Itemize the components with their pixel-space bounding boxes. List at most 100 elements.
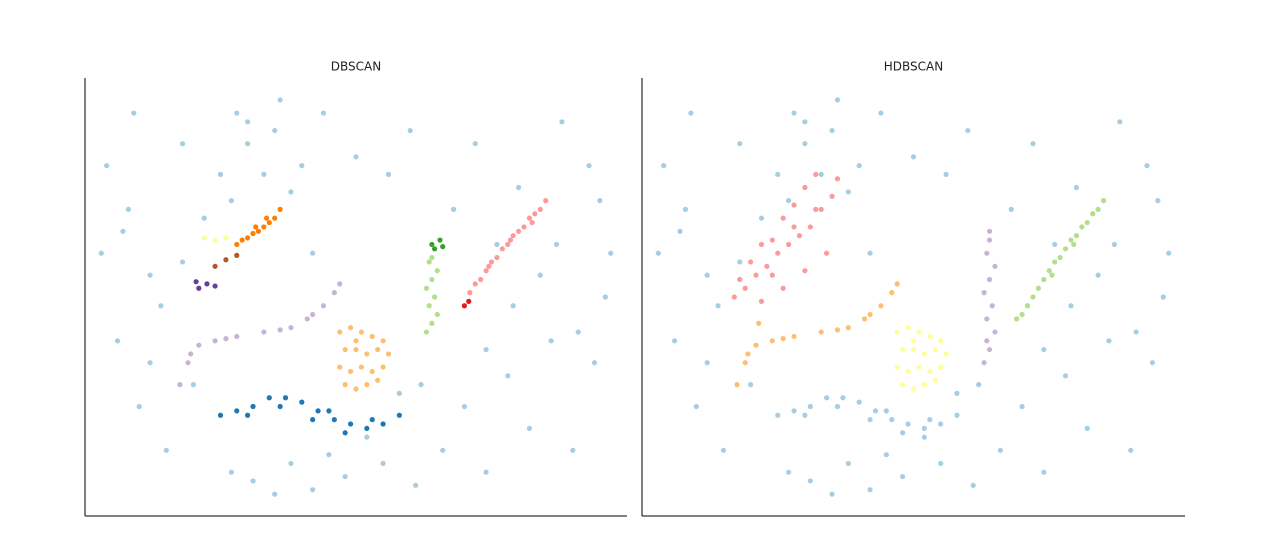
point: [910, 154, 917, 160]
point: [223, 257, 229, 263]
point: [369, 333, 375, 340]
point: [786, 469, 792, 475]
point: [310, 417, 316, 423]
point: [688, 110, 694, 116]
point: [1144, 163, 1150, 169]
point: [261, 224, 267, 230]
point: [337, 364, 343, 370]
point: [921, 434, 927, 440]
point: [507, 237, 514, 243]
point: [250, 403, 256, 410]
point: [894, 329, 900, 335]
point: [1090, 211, 1096, 217]
point: [212, 338, 218, 344]
point: [516, 228, 522, 234]
point: [878, 303, 884, 309]
point: [986, 228, 993, 234]
point: [196, 285, 202, 291]
point: [358, 329, 365, 335]
point: [872, 408, 879, 414]
point: [802, 119, 808, 125]
point: [483, 268, 489, 274]
point: [494, 241, 500, 248]
point: [526, 425, 533, 431]
point: [217, 412, 224, 418]
point: [889, 417, 895, 423]
point: [486, 263, 492, 269]
point: [98, 250, 104, 256]
point: [250, 230, 256, 237]
point: [791, 408, 797, 414]
point: [845, 460, 851, 467]
point: [548, 338, 554, 344]
point: [193, 279, 199, 285]
point: [1041, 469, 1047, 475]
point: [1019, 311, 1025, 318]
point: [834, 176, 841, 182]
point: [234, 333, 240, 340]
point: [916, 364, 922, 370]
point: [261, 329, 267, 335]
point: [385, 171, 392, 177]
chart-title: HDBSCAN: [884, 60, 943, 74]
point: [320, 110, 327, 116]
point: [396, 390, 402, 396]
point: [1052, 259, 1058, 265]
point: [483, 469, 489, 475]
point: [769, 237, 775, 243]
point: [478, 276, 484, 283]
point: [845, 189, 851, 195]
point: [981, 360, 987, 366]
point: [488, 259, 495, 265]
point: [834, 403, 841, 410]
point: [938, 364, 944, 370]
point: [818, 329, 824, 335]
point: [364, 382, 370, 388]
point: [1160, 294, 1166, 300]
point: [938, 338, 944, 344]
point: [431, 294, 438, 300]
point: [1084, 425, 1090, 431]
point: [537, 206, 543, 212]
point: [429, 241, 435, 248]
point: [136, 403, 142, 410]
point: [834, 97, 841, 103]
point: [380, 338, 386, 344]
point: [737, 141, 743, 147]
point: [337, 281, 343, 287]
point: [796, 233, 803, 239]
point: [753, 272, 759, 278]
point: [867, 417, 873, 423]
point: [986, 276, 993, 283]
point: [369, 368, 375, 375]
point: [1024, 303, 1031, 309]
point: [510, 303, 516, 309]
point: [986, 237, 993, 243]
point: [277, 403, 283, 410]
point: [461, 303, 467, 309]
point: [780, 285, 786, 291]
point: [245, 235, 251, 241]
point: [326, 408, 332, 414]
point: [212, 263, 218, 269]
point: [807, 403, 813, 410]
point: [263, 215, 270, 221]
point: [158, 303, 164, 309]
point: [769, 338, 775, 344]
point: [1133, 329, 1139, 335]
point: [234, 408, 240, 414]
point: [780, 215, 786, 221]
point: [543, 198, 549, 204]
point: [1073, 184, 1079, 191]
point: [380, 460, 386, 467]
point: [802, 268, 808, 274]
point: [780, 336, 786, 342]
point: [239, 237, 245, 243]
point: [234, 241, 240, 248]
point: [499, 246, 505, 252]
point: [537, 272, 543, 278]
point: [889, 290, 895, 296]
point: [342, 430, 348, 436]
point: [834, 327, 841, 333]
point: [824, 250, 830, 256]
